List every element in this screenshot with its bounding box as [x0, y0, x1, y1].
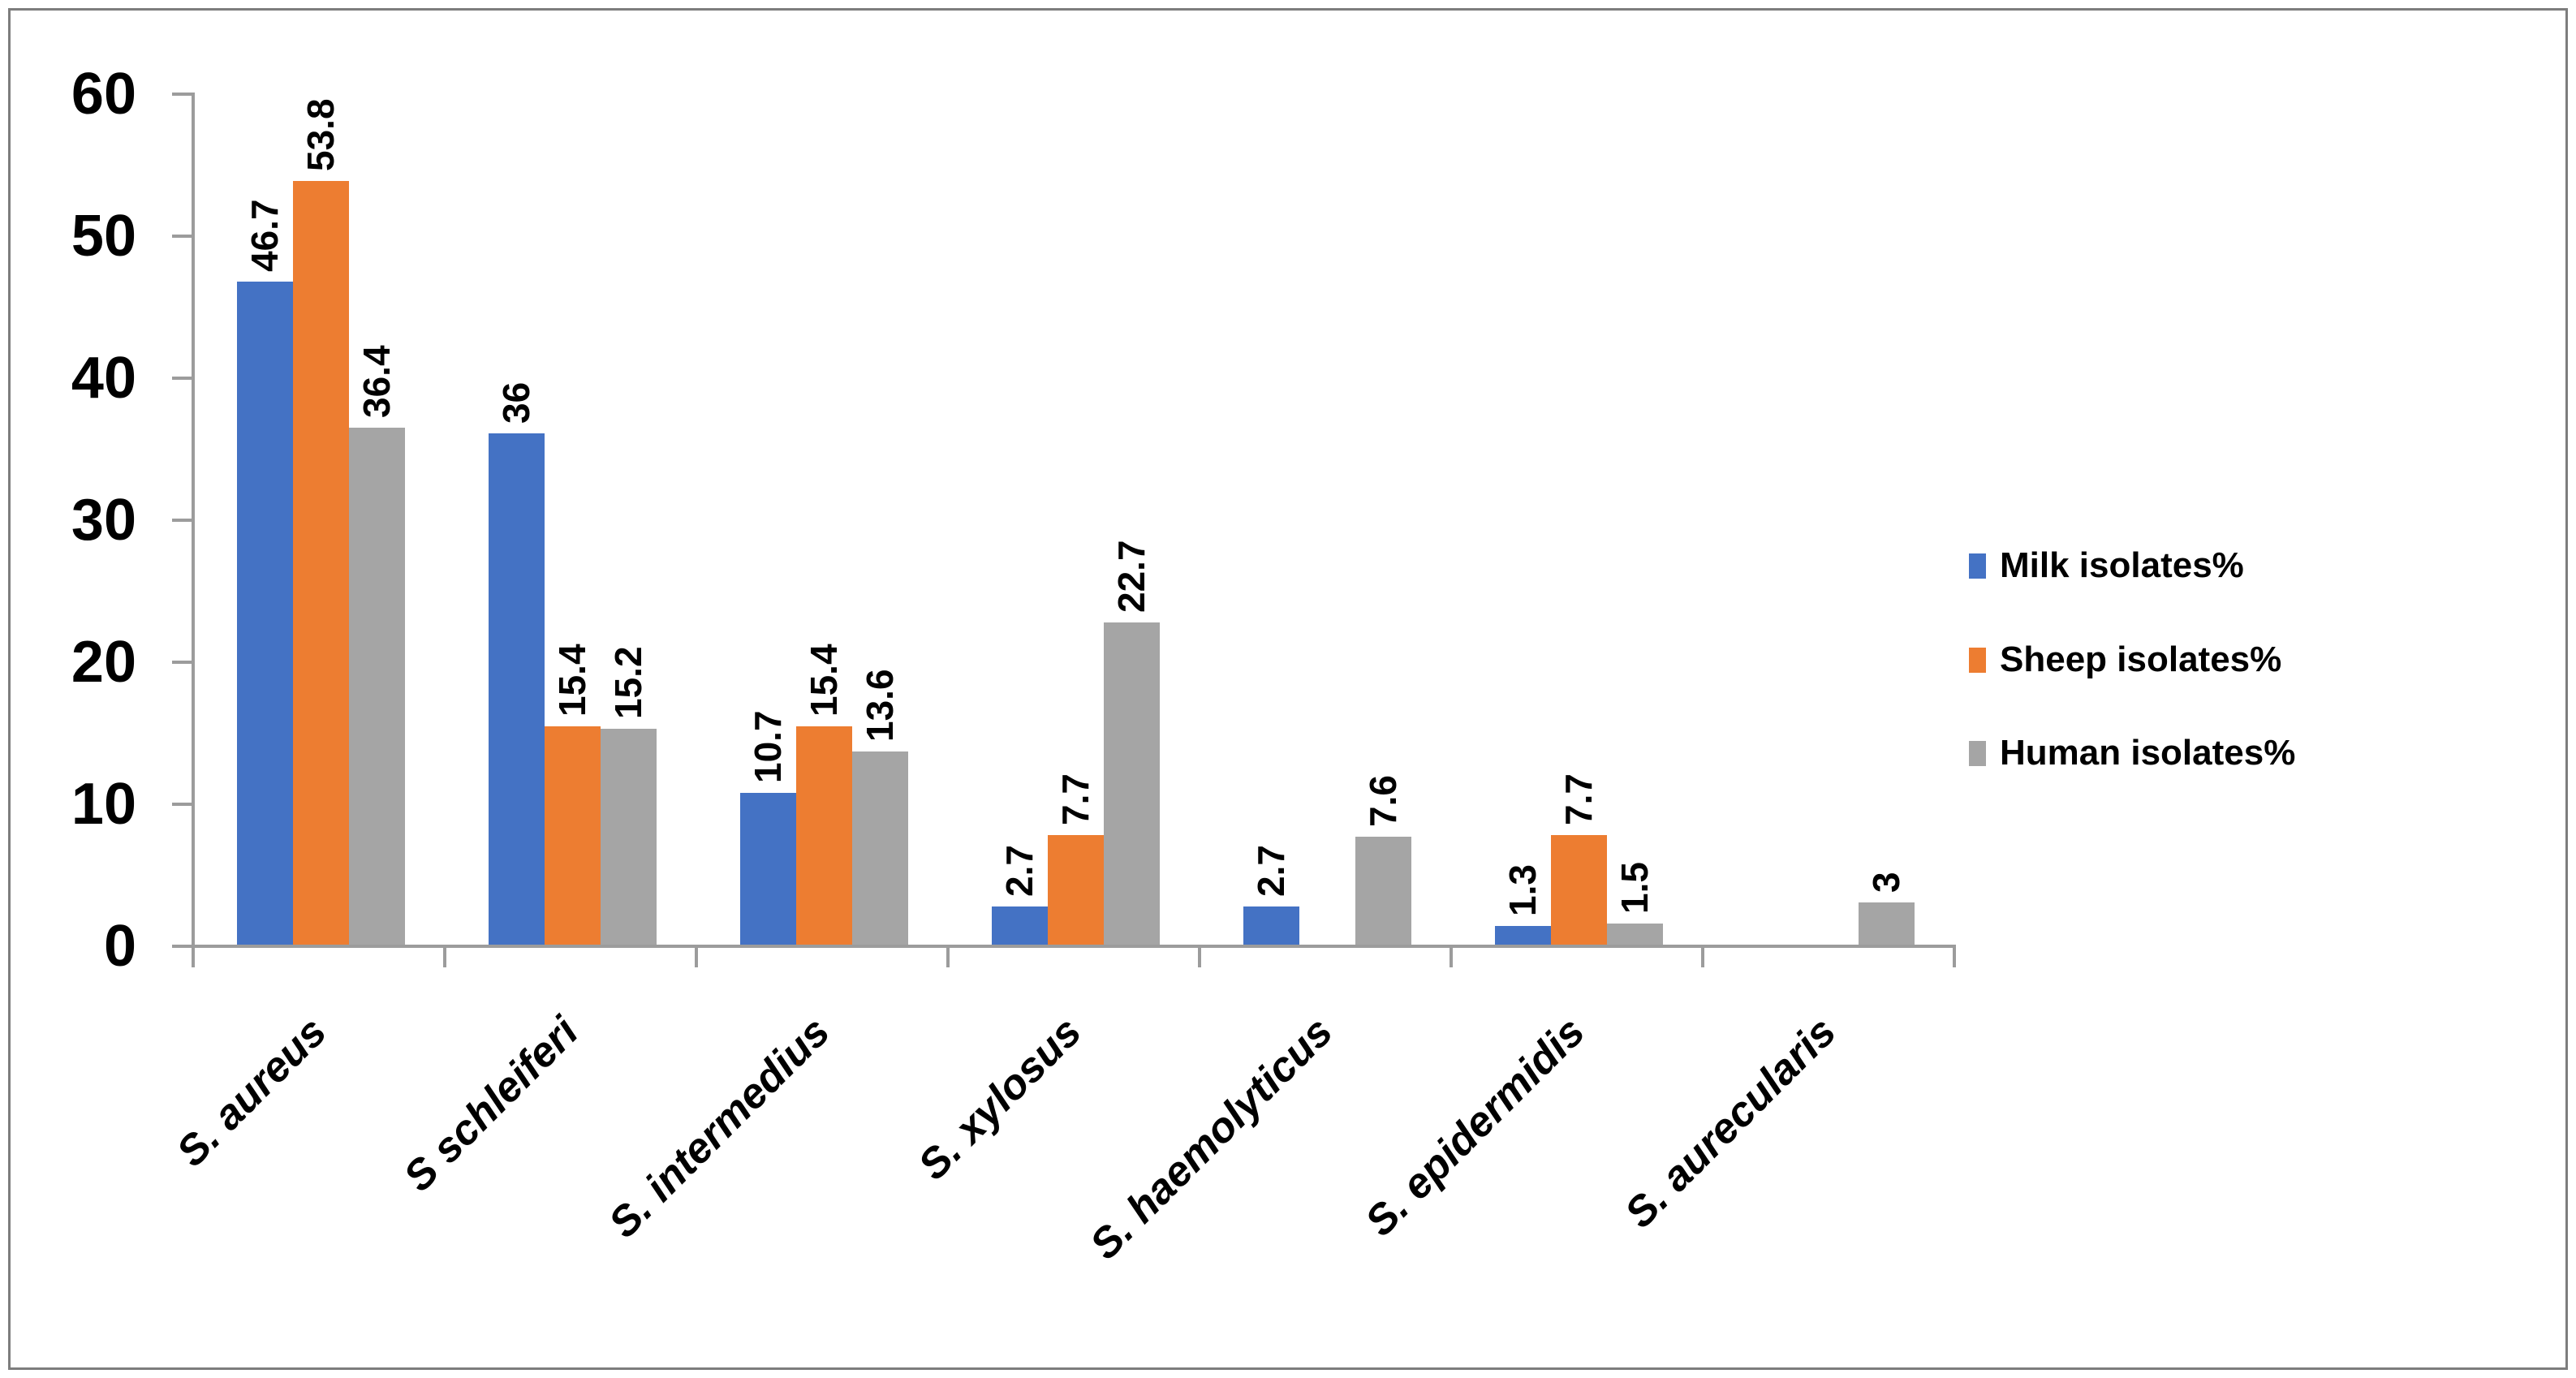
legend-swatch-sheep-isolates: [1969, 647, 1986, 673]
bar-value-label: 15.4: [551, 643, 593, 717]
x-axis-tick: [946, 945, 950, 967]
bar-sheep-isolates-c5: [1550, 835, 1607, 945]
bar-value-label: 53.8: [299, 97, 342, 171]
y-axis-tick-label: 0: [103, 914, 136, 979]
bar-value-label: 36.4: [355, 345, 398, 418]
y-axis-tick: [172, 93, 193, 96]
x-axis-category-label: S. epidermidis: [1355, 1008, 1594, 1246]
legend-item-sheep-isolates: Sheep isolates%: [1969, 639, 2281, 681]
bar-sheep-isolates-c3: [1047, 835, 1104, 945]
bar-value-label: 7.7: [1054, 773, 1096, 826]
bar-human-isolates-c5: [1606, 923, 1663, 945]
y-axis-tick-label: 10: [71, 772, 136, 837]
legend-label-human-isolates: Human isolates%: [2000, 733, 2296, 773]
y-axis-tick-label: 50: [71, 204, 136, 269]
y-axis-tick-label: 40: [71, 346, 136, 411]
bar-human-isolates-c4: [1355, 837, 1411, 945]
y-axis-tick: [172, 661, 193, 664]
bar-milk-isolates-c0: [236, 281, 293, 945]
y-axis-tick: [172, 803, 193, 806]
bar-sheep-isolates-c2: [795, 726, 852, 945]
bar-human-isolates-c3: [1103, 622, 1160, 945]
bar-value-label: 13.6: [859, 669, 901, 742]
bar-human-isolates-c2: [851, 751, 908, 945]
legend-label-sheep-isolates: Sheep isolates%: [2000, 639, 2282, 679]
x-axis-tick: [192, 945, 195, 967]
y-axis-tick-label: 20: [71, 630, 136, 695]
y-axis-tick: [172, 235, 193, 238]
bar-value-label: 22.7: [1110, 540, 1152, 613]
bar-milk-isolates-c5: [1494, 926, 1551, 945]
x-axis-tick: [695, 945, 698, 967]
bar-value-label: 2.7: [998, 844, 1040, 897]
legend-item-human-isolates: Human isolates%: [1969, 732, 2295, 774]
x-axis-category-label: S. intermedius: [599, 1008, 839, 1247]
bar-value-label: 10.7: [747, 710, 789, 783]
bar-milk-isolates-c4: [1243, 906, 1299, 945]
x-axis-category-label: S. xylosus: [909, 1008, 1091, 1190]
x-axis-category-label: S. aurecularis: [1616, 1008, 1846, 1238]
legend-swatch-human-isolates: [1969, 740, 1986, 766]
legend-item-milk-isolates: Milk isolates%: [1969, 545, 2244, 587]
y-axis-tick: [172, 377, 193, 380]
bar-value-label: 7.7: [1557, 773, 1600, 826]
bar-milk-isolates-c1: [488, 433, 545, 945]
x-axis-tick: [1198, 945, 1201, 967]
y-axis-tick: [172, 945, 193, 948]
x-axis-category-label: S. haemolyticus: [1081, 1008, 1342, 1269]
bar-milk-isolates-c3: [991, 906, 1048, 945]
legend-label-milk-isolates: Milk isolates%: [2000, 545, 2244, 585]
y-axis-tick: [172, 519, 193, 522]
bar-milk-isolates-c2: [739, 792, 796, 945]
bar-value-label: 15.4: [803, 643, 845, 717]
x-axis-tick: [1450, 945, 1453, 967]
bar-value-label: 1.5: [1613, 861, 1656, 914]
y-axis-tick-label: 60: [71, 62, 136, 127]
x-axis-tick: [443, 945, 446, 967]
x-axis-tick: [1701, 945, 1704, 967]
bar-value-label: 1.3: [1501, 864, 1544, 917]
bar-human-isolates-c6: [1858, 902, 1915, 945]
bar-human-isolates-c0: [348, 428, 405, 945]
bar-value-label: 2.7: [1250, 844, 1292, 897]
bar-sheep-isolates-c0: [292, 180, 349, 945]
x-axis-category-label: S schleiferi: [394, 1008, 588, 1201]
chart-outer-border: [8, 8, 2568, 1370]
legend-swatch-milk-isolates: [1969, 553, 1986, 579]
bar-value-label: 7.6: [1362, 775, 1404, 827]
x-axis-tick: [1953, 945, 1956, 967]
bar-value-label: 3: [1865, 871, 1907, 893]
x-axis-category-label: S. aureus: [167, 1008, 336, 1176]
bar-human-isolates-c1: [600, 729, 657, 945]
y-axis-line: [192, 93, 195, 967]
bar-sheep-isolates-c1: [544, 726, 601, 945]
bar-value-label: 36: [495, 381, 537, 424]
bar-value-label: 46.7: [243, 199, 286, 272]
x-axis-line: [172, 945, 1954, 948]
y-axis-tick-label: 30: [71, 488, 136, 553]
bar-value-label: 15.2: [607, 646, 649, 719]
